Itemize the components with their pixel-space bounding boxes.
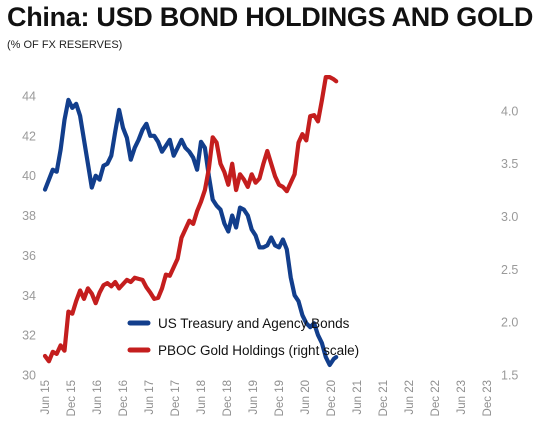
right-axis-tick-label: 1.5 bbox=[501, 369, 518, 383]
x-axis-tick-label: Dec 17 bbox=[170, 380, 182, 416]
right-axis-tick-label: 4.0 bbox=[501, 104, 518, 118]
x-axis-tick-label: Jun 21 bbox=[352, 380, 364, 415]
us-bonds-line bbox=[42, 97, 339, 368]
x-axis-tick-label: Jun 23 bbox=[456, 380, 468, 415]
left-axis-tick-label: 34 bbox=[22, 289, 36, 303]
x-axis-tick-label: Dec 23 bbox=[482, 380, 494, 416]
legend-label-gold: PBOC Gold Holdings (right scale) bbox=[158, 343, 359, 358]
left-axis-tick-label: 36 bbox=[22, 249, 36, 263]
x-axis-tick-label: Jun 19 bbox=[248, 380, 260, 415]
chart-title: China: USD BOND HOLDINGS AND GOLD bbox=[7, 2, 534, 32]
left-axis-tick-label: 44 bbox=[22, 89, 36, 103]
x-axis-tick-label: Jun 15 bbox=[40, 380, 52, 415]
right-axis-tick-label: 3.0 bbox=[501, 210, 518, 224]
x-axis-tick-label: Dec 20 bbox=[326, 380, 338, 416]
x-axis-tick-label: Dec 21 bbox=[378, 380, 390, 416]
left-axis-tick-label: 40 bbox=[22, 169, 36, 183]
left-axis-tick-label: 42 bbox=[22, 129, 36, 143]
chart-subtitle: (% OF FX RESERVES) bbox=[7, 39, 123, 51]
x-axis-tick-label: Jun 20 bbox=[300, 380, 312, 415]
gold-holdings-line bbox=[42, 75, 339, 364]
legend-label-us-bonds: US Treasury and Agency Bonds bbox=[158, 316, 350, 331]
right-axis-tick-label: 3.5 bbox=[501, 157, 518, 171]
x-axis-tick-label: Dec 18 bbox=[222, 380, 234, 416]
right-axis-tick-label: 2.5 bbox=[501, 263, 518, 277]
x-axis-tick-label: Jun 17 bbox=[144, 380, 156, 415]
x-axis-tick-label: Dec 19 bbox=[274, 380, 286, 416]
x-axis-tick-label: Dec 15 bbox=[66, 380, 78, 416]
left-axis-tick-label: 32 bbox=[22, 329, 36, 343]
x-axis-tick-label: Jun 22 bbox=[404, 380, 416, 415]
x-axis-tick-label: Jun 16 bbox=[92, 380, 104, 415]
x-axis-tick-label: Jun 18 bbox=[196, 380, 208, 415]
left-axis-tick-label: 30 bbox=[22, 369, 36, 383]
right-axis-tick-label: 2.0 bbox=[501, 316, 518, 330]
left-axis-tick-label: 38 bbox=[22, 209, 36, 223]
x-axis-tick-label: Dec 16 bbox=[118, 380, 130, 416]
x-axis-tick-label: Dec 22 bbox=[430, 380, 442, 416]
